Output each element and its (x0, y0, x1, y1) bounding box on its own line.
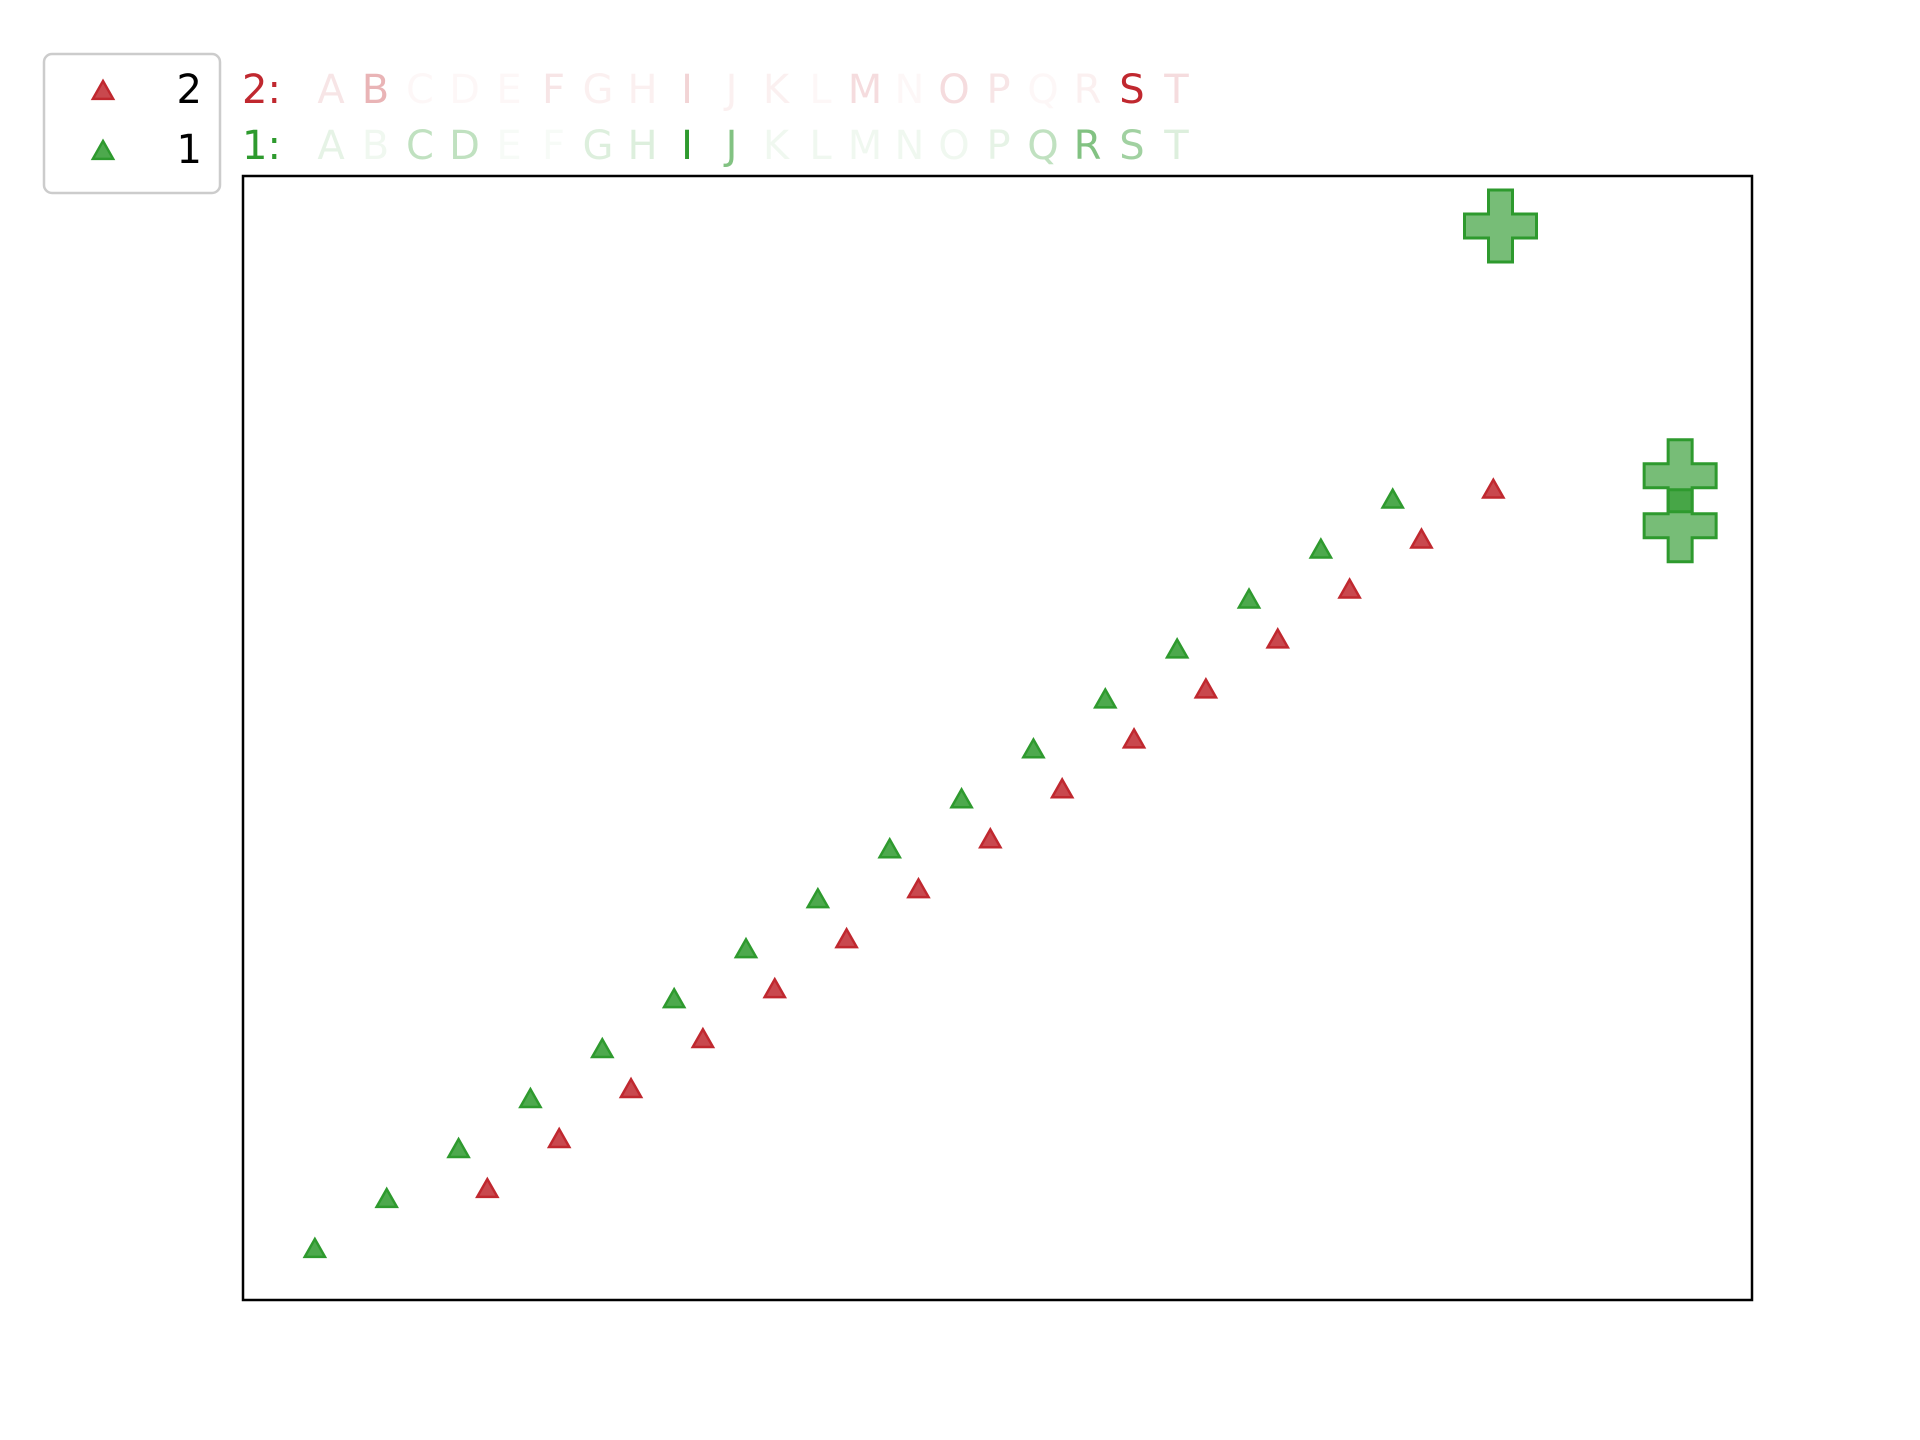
series-2-point (978, 826, 1003, 849)
letter-L: L (809, 67, 832, 113)
plot-frame (241, 174, 1754, 1302)
series-1-point (1380, 487, 1405, 509)
letter-K: K (763, 123, 791, 169)
legend-marker (90, 78, 116, 101)
series-2-point (1409, 527, 1434, 549)
letter-Q: Q (1027, 67, 1058, 113)
letter-R: R (1074, 123, 1102, 169)
plus-marker (1642, 488, 1718, 564)
letter-D: D (449, 123, 480, 169)
series-1-point (949, 786, 974, 809)
legend-marker (90, 138, 116, 161)
letter-G: G (583, 123, 614, 169)
letter-M: M (848, 67, 883, 113)
letter-T: T (1163, 67, 1189, 113)
letter-A: A (317, 67, 345, 113)
letter-O: O (938, 123, 969, 169)
letter-N: N (895, 67, 925, 113)
series-1-point (733, 936, 759, 959)
series-1-point (1021, 736, 1046, 759)
letter-J: J (723, 123, 738, 169)
series-1-point (1308, 537, 1334, 559)
letter-row-label: 2: (242, 67, 281, 113)
series-2-point (475, 1176, 500, 1199)
letter-B: B (362, 123, 389, 169)
letter-I: I (681, 67, 693, 113)
series-2-point (1337, 577, 1362, 599)
series-2-point (1193, 677, 1219, 699)
series-1-point (805, 886, 831, 909)
series-1-point (302, 1236, 328, 1259)
series-2-point (1121, 726, 1147, 749)
letter-E: E (496, 123, 521, 169)
letter-N: N (895, 123, 925, 169)
series-1-point (1093, 687, 1118, 709)
series-2-point (906, 876, 931, 899)
plot-area (241, 174, 1754, 1302)
letter-F: F (542, 67, 565, 113)
letter-rows: 2: A B C D E F G H I J K L M N O P Q R S T 1: A B C D E F G H I J K L M N O P… (242, 67, 1189, 169)
series-2-point (618, 1076, 644, 1099)
letter-E: E (496, 67, 521, 113)
letter-O: O (938, 67, 969, 113)
series-1-point (590, 1036, 615, 1059)
legend-box (42, 52, 222, 195)
series-1-point (374, 1186, 399, 1209)
letter-M: M (848, 123, 883, 169)
letter-G: G (583, 67, 614, 113)
letter-F: F (542, 123, 565, 169)
legend-label: 2 (177, 67, 202, 113)
series-1-point (446, 1136, 471, 1159)
series-2-point (546, 1126, 572, 1149)
letter-C: C (406, 67, 434, 113)
letter-Q: Q (1027, 123, 1058, 169)
letter-A: A (317, 123, 345, 169)
series-1-point (661, 986, 687, 1009)
series-2-point (1049, 776, 1075, 799)
letter-S: S (1119, 67, 1144, 113)
letter-C: C (406, 123, 434, 169)
series-2-point (1481, 477, 1506, 499)
letter-B: B (362, 67, 389, 113)
series-2-point (762, 976, 788, 999)
series-2-point (1265, 627, 1291, 649)
letter-S: S (1119, 123, 1144, 169)
series-1-point (1164, 637, 1190, 659)
letter-P: P (986, 123, 1010, 169)
letter-J: J (723, 67, 738, 113)
legend: 21 (42, 52, 222, 195)
letter-L: L (809, 123, 832, 169)
letter-H: H (627, 123, 657, 169)
letter-R: R (1074, 67, 1102, 113)
plus-marker (1463, 188, 1538, 264)
letter-P: P (986, 67, 1010, 113)
letter-row-label: 1: (242, 123, 281, 169)
legend-label: 1 (177, 127, 202, 173)
letter-K: K (763, 67, 791, 113)
series-1-point (1236, 587, 1262, 609)
series-2-point (834, 926, 859, 949)
letter-H: H (627, 67, 657, 113)
series-2-point (690, 1026, 716, 1049)
series-1-point (877, 836, 902, 859)
series-1-point (518, 1086, 543, 1109)
letter-I: I (681, 123, 693, 169)
letter-T: T (1163, 123, 1189, 169)
letter-D: D (449, 67, 480, 113)
